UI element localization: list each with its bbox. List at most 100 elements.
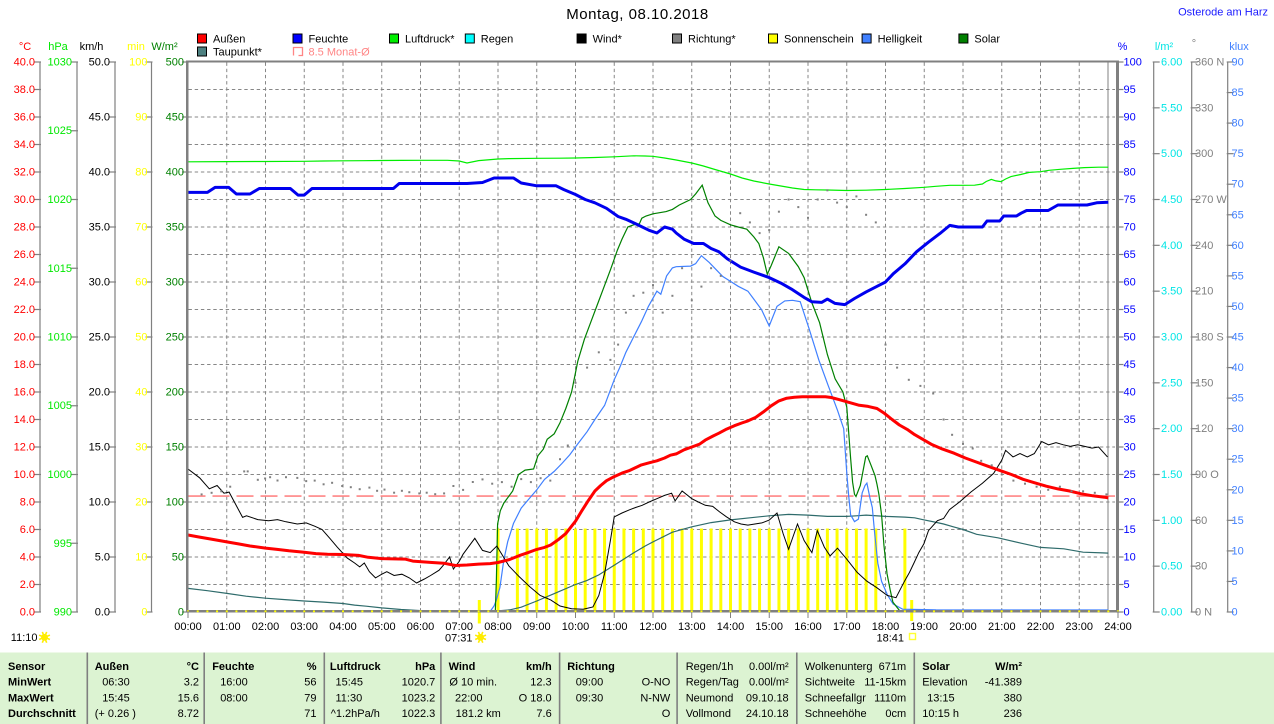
svg-text:100: 100 <box>1124 57 1142 69</box>
svg-text:14:00: 14:00 <box>717 621 745 633</box>
svg-text:Ø 10 min.: Ø 10 min. <box>449 677 497 689</box>
svg-text:1010: 1010 <box>48 332 72 344</box>
svg-text:Sichtweite: Sichtweite <box>805 677 855 689</box>
svg-text:32.0: 32.0 <box>14 167 35 179</box>
svg-text:35: 35 <box>1124 414 1136 426</box>
svg-text:30.0: 30.0 <box>14 194 35 206</box>
svg-text:65: 65 <box>1124 249 1136 261</box>
svg-text:W/m²: W/m² <box>995 661 1022 673</box>
svg-text:02:00: 02:00 <box>252 621 280 633</box>
svg-text:Elevation: Elevation <box>922 677 967 689</box>
svg-text:79: 79 <box>304 692 316 704</box>
svg-text:71: 71 <box>304 708 316 720</box>
svg-text:15.0: 15.0 <box>89 442 110 454</box>
svg-text:55: 55 <box>1124 304 1136 316</box>
svg-text:20.0: 20.0 <box>89 387 110 399</box>
svg-text:30.0: 30.0 <box>89 277 110 289</box>
svg-text:10: 10 <box>1232 545 1244 557</box>
svg-text:W/m²: W/m² <box>151 41 178 53</box>
svg-text:5: 5 <box>1124 579 1130 591</box>
svg-text:10.0: 10.0 <box>14 469 35 481</box>
svg-text:16:00: 16:00 <box>794 621 822 633</box>
svg-text:38.0: 38.0 <box>14 84 35 96</box>
svg-text:Helligkeit: Helligkeit <box>878 34 923 46</box>
svg-text:11:30: 11:30 <box>336 692 363 704</box>
svg-text:Osterode am Harz: Osterode am Harz <box>1178 7 1268 19</box>
svg-text:0.00l/m²: 0.00l/m² <box>749 677 789 689</box>
svg-text:70: 70 <box>1124 222 1136 234</box>
svg-text:0cm: 0cm <box>885 708 906 720</box>
svg-text:00:00: 00:00 <box>174 621 202 633</box>
svg-text:120: 120 <box>1195 423 1213 435</box>
svg-text:150: 150 <box>166 442 184 454</box>
svg-text:07:31: 07:31 <box>445 633 473 645</box>
svg-text:24:00: 24:00 <box>1104 621 1132 633</box>
svg-text:21:00: 21:00 <box>988 621 1016 633</box>
svg-text:Außen: Außen <box>213 34 245 46</box>
svg-text:5.50: 5.50 <box>1161 102 1182 114</box>
svg-text:0.00: 0.00 <box>1161 607 1182 619</box>
svg-text:2.00: 2.00 <box>1161 423 1182 435</box>
svg-text:25.0: 25.0 <box>89 332 110 344</box>
svg-text:N-NW: N-NW <box>640 692 671 704</box>
svg-text:380: 380 <box>1004 692 1022 704</box>
svg-text:06:00: 06:00 <box>407 621 435 633</box>
svg-text:18.0: 18.0 <box>14 359 35 371</box>
svg-text:Wolkenunterg: Wolkenunterg <box>805 661 873 673</box>
svg-text:300: 300 <box>1195 148 1213 160</box>
svg-text:1005: 1005 <box>48 400 72 412</box>
svg-text:50: 50 <box>1232 301 1244 313</box>
svg-text:50: 50 <box>1124 332 1136 344</box>
svg-text:6.00: 6.00 <box>1161 57 1182 69</box>
svg-text:22:00: 22:00 <box>1027 621 1055 633</box>
svg-text:200: 200 <box>166 387 184 399</box>
svg-text:Luftdruck*: Luftdruck* <box>405 34 455 46</box>
svg-text:6.0: 6.0 <box>20 524 35 536</box>
svg-text:hPa: hPa <box>415 661 436 673</box>
svg-text:15.6: 15.6 <box>178 692 199 704</box>
svg-text:09:00: 09:00 <box>523 621 551 633</box>
svg-text:0: 0 <box>178 607 184 619</box>
svg-text:25: 25 <box>1124 469 1136 481</box>
svg-text:671m: 671m <box>879 661 907 673</box>
svg-text:10:00: 10:00 <box>562 621 590 633</box>
svg-text:55: 55 <box>1232 270 1244 282</box>
svg-text:18:00: 18:00 <box>872 621 900 633</box>
svg-text:16.0: 16.0 <box>14 387 35 399</box>
svg-text:Taupunkt*: Taupunkt* <box>213 47 263 59</box>
svg-text:0: 0 <box>1124 607 1130 619</box>
svg-text:1030: 1030 <box>48 57 72 69</box>
svg-text:236: 236 <box>1004 708 1022 720</box>
svg-text:1023.2: 1023.2 <box>402 692 436 704</box>
svg-text:70: 70 <box>1232 179 1244 191</box>
svg-text:11:10: 11:10 <box>11 632 38 644</box>
svg-text:60: 60 <box>1124 277 1136 289</box>
svg-text:1000: 1000 <box>48 469 72 481</box>
svg-text:26.0: 26.0 <box>14 249 35 261</box>
svg-text:90: 90 <box>1124 112 1136 124</box>
svg-text:Luftdruck: Luftdruck <box>330 661 382 673</box>
svg-text:1.50: 1.50 <box>1161 469 1182 481</box>
svg-text:5.00: 5.00 <box>1161 148 1182 160</box>
svg-text:Regen/Tag: Regen/Tag <box>686 677 739 689</box>
svg-text:180 S: 180 S <box>1195 332 1224 344</box>
svg-text:14.0: 14.0 <box>14 414 35 426</box>
svg-text:Wind*: Wind* <box>593 34 623 46</box>
svg-text:3.00: 3.00 <box>1161 332 1182 344</box>
svg-text:0: 0 <box>141 607 147 619</box>
svg-text:4.00: 4.00 <box>1161 240 1182 252</box>
svg-text:Sonnenschein: Sonnenschein <box>784 34 854 46</box>
svg-text:1020: 1020 <box>48 194 72 206</box>
svg-text:3.50: 3.50 <box>1161 286 1182 298</box>
svg-text:10:15 h: 10:15 h <box>922 708 959 720</box>
svg-text:08:00: 08:00 <box>220 692 248 704</box>
svg-text:15:45: 15:45 <box>336 677 364 689</box>
svg-text:1015: 1015 <box>48 263 72 275</box>
svg-text:100: 100 <box>129 57 147 69</box>
svg-text:05:00: 05:00 <box>368 621 396 633</box>
svg-text:50: 50 <box>135 332 147 344</box>
svg-text:Neumond: Neumond <box>686 692 734 704</box>
svg-text:250: 250 <box>166 332 184 344</box>
svg-text:11-15km: 11-15km <box>864 677 906 689</box>
svg-text:Durchschnitt: Durchschnitt <box>8 708 76 720</box>
